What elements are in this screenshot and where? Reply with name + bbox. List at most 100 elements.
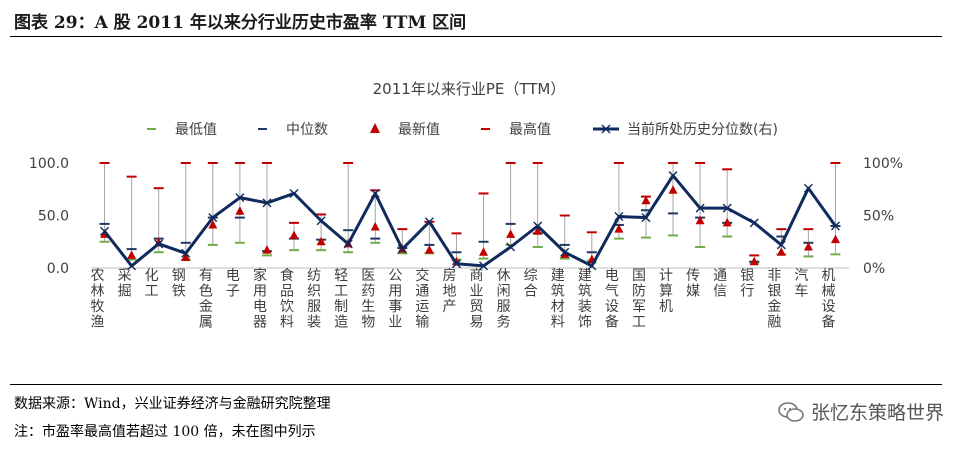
percentile-point bbox=[289, 188, 299, 198]
category-label: 汽车 bbox=[794, 268, 808, 300]
percentile-point bbox=[533, 221, 543, 231]
category-label: 家用电器 bbox=[253, 267, 267, 331]
latest-marker bbox=[533, 226, 543, 235]
category-label: 电子 bbox=[226, 268, 240, 300]
percentile-point bbox=[235, 193, 245, 203]
y-right-tick-label: 0% bbox=[863, 261, 885, 277]
percentile-point bbox=[560, 247, 570, 257]
y-right-tick-label: 50% bbox=[863, 209, 894, 225]
category-label: 纺织服装 bbox=[307, 268, 321, 331]
percentile-point bbox=[749, 218, 759, 228]
latest-marker bbox=[614, 224, 624, 233]
percentile-point bbox=[127, 261, 137, 271]
category-label: 国防军工 bbox=[632, 268, 646, 331]
category-label: 有色金属 bbox=[199, 268, 213, 331]
latest-marker bbox=[262, 245, 272, 254]
percentile-point bbox=[397, 244, 407, 254]
category-label: 休闲服务 bbox=[497, 268, 511, 331]
category-label: 传媒 bbox=[686, 268, 700, 300]
latest-marker bbox=[424, 245, 434, 254]
category-label: 建筑装饰 bbox=[578, 268, 592, 331]
brand-watermark: 张忆东策略世界 bbox=[777, 398, 944, 425]
y-right-tick-label: 100% bbox=[863, 156, 903, 172]
latest-marker bbox=[668, 185, 678, 194]
latest-marker bbox=[370, 222, 380, 231]
percentile-point bbox=[695, 203, 705, 213]
y-left-tick-label: 100.0 bbox=[29, 156, 69, 172]
category-label: 通信 bbox=[713, 268, 727, 300]
wechat-icon bbox=[778, 401, 804, 422]
figure-title: 图表 29：A 股 2011 年以来分行业历史市盈率 TTM 区间 bbox=[14, 13, 467, 33]
latest-marker bbox=[776, 247, 786, 256]
latest-marker bbox=[830, 234, 840, 244]
brand-name: 张忆东策略世界 bbox=[810, 402, 944, 424]
percentile-point bbox=[208, 213, 218, 223]
latest-marker bbox=[803, 242, 813, 251]
percentile-point bbox=[343, 239, 353, 249]
percentile-point bbox=[154, 239, 164, 249]
footnote: 注：市盈率最高值若超过 100 倍，未在图中列示 bbox=[14, 424, 316, 440]
percentile-point bbox=[668, 171, 678, 181]
percentile-point bbox=[587, 261, 597, 271]
latest-marker bbox=[235, 206, 245, 215]
percentile-point bbox=[451, 259, 461, 269]
percentile-point bbox=[370, 188, 380, 198]
percentile-point bbox=[100, 226, 110, 236]
latest-marker bbox=[127, 250, 137, 259]
percentile-line bbox=[103, 174, 837, 268]
category-label: 非银金融 bbox=[767, 268, 781, 331]
percentile-point bbox=[479, 261, 489, 271]
category-label: 电气设备 bbox=[605, 268, 619, 331]
bottom-rule bbox=[10, 384, 942, 385]
category-label: 化工 bbox=[145, 268, 159, 300]
percentile-point bbox=[641, 213, 651, 223]
percentile-point bbox=[776, 240, 786, 250]
category-label: 机械设备 bbox=[821, 268, 835, 331]
legend-label: 最新值 bbox=[398, 122, 440, 138]
legend-label: 最高值 bbox=[509, 121, 551, 138]
percentile-point bbox=[506, 242, 516, 252]
category-label: 综合 bbox=[524, 268, 538, 300]
percentile-point bbox=[614, 212, 624, 222]
category-label: 建筑材料 bbox=[551, 268, 565, 331]
latest-marker bbox=[479, 247, 489, 256]
category-label: 银行 bbox=[740, 268, 754, 300]
legend-label: 中位数 bbox=[286, 122, 328, 138]
category-label: 交通运输 bbox=[415, 267, 429, 331]
percentile-point bbox=[830, 221, 840, 231]
percentile-point bbox=[181, 248, 191, 258]
latest-marker bbox=[289, 230, 299, 239]
pe-chart: 0.0 50.0 100.0 0% 50% 100% 农林牧渔采掘化工钢铁有色金属电子家用电… bbox=[29, 121, 903, 331]
category-label: 农林牧渔 bbox=[91, 268, 105, 331]
percentile-point bbox=[424, 217, 434, 227]
latest-marker bbox=[316, 236, 326, 246]
latest-marker bbox=[722, 217, 732, 227]
legend-label: 当前所处历史分位数(右) bbox=[627, 121, 778, 138]
category-label: 房地产 bbox=[442, 268, 456, 315]
percentile-point bbox=[803, 183, 813, 193]
latest-marker bbox=[506, 229, 516, 238]
category-label: 轻工制造 bbox=[334, 268, 348, 331]
category-label: 食品饮料 bbox=[280, 267, 294, 331]
latest-marker bbox=[695, 215, 705, 225]
latest-marker bbox=[208, 219, 218, 229]
legend-label: 最低值 bbox=[175, 122, 217, 138]
latest-marker bbox=[641, 195, 651, 205]
y-left-tick-label: 50.0 bbox=[38, 209, 69, 225]
category-label: 医药生物 bbox=[361, 268, 375, 331]
category-label: 计算机 bbox=[659, 268, 673, 315]
source-note: 数据来源：Wind，兴业证券经济与金融研究院整理 bbox=[14, 396, 331, 412]
category-label: 采掘 bbox=[118, 268, 132, 300]
percentile-point bbox=[722, 203, 732, 213]
y-left-tick-label: 0.0 bbox=[47, 261, 69, 277]
legend-latest-swatch bbox=[370, 123, 380, 133]
chart-title: 2011年以来行业PE（TTM） bbox=[372, 80, 566, 98]
top-rule bbox=[10, 36, 942, 37]
category-label: 公用事业 bbox=[388, 268, 402, 331]
percentile-point bbox=[316, 216, 326, 226]
latest-marker bbox=[181, 252, 191, 261]
latest-marker bbox=[749, 256, 759, 266]
category-label: 商业贸易 bbox=[470, 268, 484, 331]
percentile-point bbox=[262, 198, 272, 208]
legend-percentile-star bbox=[601, 124, 611, 134]
